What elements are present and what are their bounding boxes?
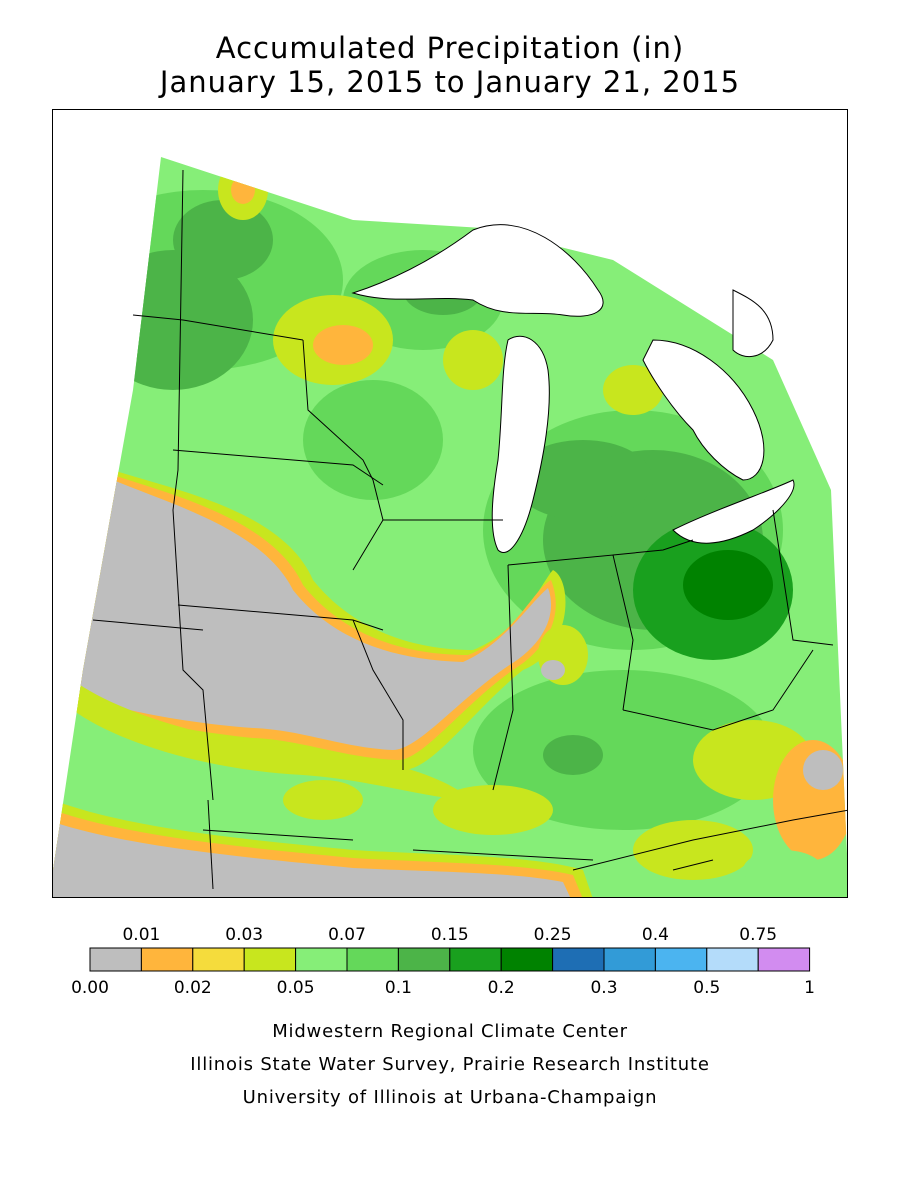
credit-line-3: University of Illinois at Urbana-Champai… bbox=[242, 1087, 658, 1108]
legend-swatch bbox=[654, 947, 708, 972]
legend-top-label: 0.15 bbox=[431, 925, 469, 945]
great-lakes bbox=[351, 224, 795, 553]
legend-top-label: 0.25 bbox=[534, 925, 572, 945]
legend-swatch bbox=[243, 947, 297, 972]
state-boundaries bbox=[92, 169, 847, 890]
legend-bottom-label: 0.00 bbox=[71, 978, 109, 998]
legend-swatch bbox=[449, 947, 502, 972]
map-title: Accumulated Precipitation (in) bbox=[215, 31, 685, 65]
color-legend: 0.01 0.03 0.07 0.15 0.25 0.4 0.75 0.00 0.02 0.05… bbox=[71, 925, 815, 998]
legend-swatch bbox=[295, 947, 348, 972]
legend-swatch bbox=[89, 947, 142, 972]
legend-bottom-label: 0.5 bbox=[693, 978, 720, 998]
map-canvas bbox=[53, 157, 847, 897]
legend-top-label: 0.01 bbox=[122, 925, 160, 945]
legend-swatch bbox=[397, 947, 451, 972]
legend-swatch bbox=[140, 947, 194, 972]
legend-swatch bbox=[706, 947, 759, 972]
legend-bottom-label: 0.05 bbox=[277, 978, 315, 998]
legend-top-label: 0.75 bbox=[739, 925, 777, 945]
legend-swatch bbox=[346, 947, 399, 972]
legend-top-label: 0.03 bbox=[225, 925, 263, 945]
legend-bottom-label: 1 bbox=[804, 978, 815, 998]
legend-swatch bbox=[192, 947, 245, 972]
precipitation-map bbox=[52, 109, 848, 898]
precipitation-field bbox=[53, 157, 847, 897]
legend-top-label: 0.4 bbox=[642, 925, 669, 945]
legend-swatch bbox=[552, 947, 605, 972]
credit-line-1: Midwestern Regional Climate Center bbox=[272, 1021, 628, 1042]
map-date-range: January 15, 2015 to January 21, 2015 bbox=[159, 65, 741, 99]
legend-bottom-label: 0.02 bbox=[174, 978, 212, 998]
legend-bottom-label: 0.1 bbox=[385, 978, 412, 998]
legend-swatch bbox=[603, 947, 656, 972]
legend-swatch bbox=[500, 947, 554, 972]
legend-bottom-label: 0.3 bbox=[590, 978, 617, 998]
legend-bottom-label: 0.2 bbox=[488, 978, 515, 998]
legend-swatch bbox=[757, 947, 811, 972]
legend-top-label: 0.07 bbox=[328, 925, 366, 945]
credit-line-2: Illinois State Water Survey, Prairie Res… bbox=[190, 1054, 710, 1075]
